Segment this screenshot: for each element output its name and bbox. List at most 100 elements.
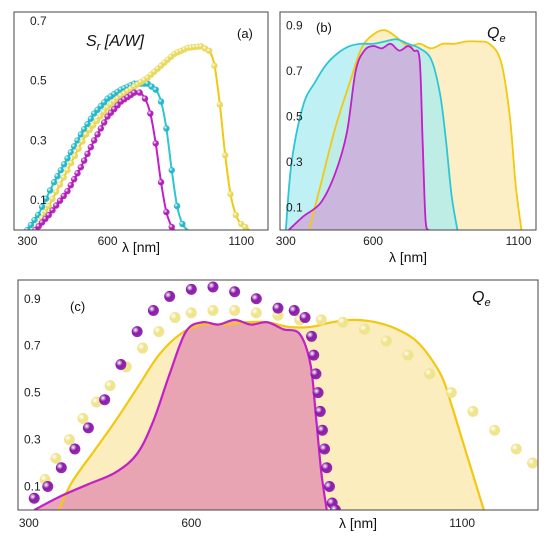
panel-a-yellow-marker: [232, 211, 240, 219]
panel-c-y-tick-label: 0.5: [24, 386, 41, 400]
panel-a-yellow-marker: [216, 101, 224, 108]
panel-c-sphere_yellow-marker: [510, 443, 522, 455]
panel-a-yellow-marker: [68, 159, 75, 167]
panel-b-y-tick-label: 0.9: [286, 19, 303, 33]
panel-a-magenta-marker: [136, 89, 143, 96]
panel-c-sphere_purple-marker: [312, 387, 324, 399]
panel-a-yellow-marker: [79, 138, 86, 145]
panel-a-yellow-marker: [242, 223, 249, 230]
panel-c-sphere_yellow-marker: [424, 368, 436, 380]
panel-a-cyan-marker: [60, 161, 68, 168]
panel-c-quantity-label: Qe: [472, 289, 491, 309]
panel-a-magenta-marker: [53, 202, 60, 209]
panel-c-frame: [17, 279, 539, 511]
panel-c-sphere_purple-marker: [299, 312, 311, 324]
panel-a-x-axis-title: λ [nm]: [122, 239, 160, 255]
panel-a-yellow-marker: [86, 126, 93, 134]
panel-a-ticks: 300 600 1100 0.1 0.3 0.5 0.7: [17, 14, 254, 248]
panel-c-sphere_purple-marker: [115, 358, 127, 370]
panel-c-sphere_purple-marker: [272, 302, 284, 314]
panel-a-magenta-marker: [168, 223, 175, 230]
panel-c-magenta-area: [34, 319, 327, 510]
panel-a-cyan-marker: [77, 131, 85, 138]
panel-a-cyan-marker: [67, 149, 75, 156]
panel-b-x-axis-title: λ [nm]: [389, 249, 427, 265]
panel-a-yellow-marker: [205, 47, 213, 55]
panel-b-cyan-line: [284, 38, 459, 230]
panel-c-sphere_purple-marker: [329, 504, 341, 510]
panel-b-magenta-area: [288, 43, 429, 230]
panel-c-sphere_yellow-marker: [77, 412, 89, 424]
panel-c-sphere_yellow-marker: [229, 305, 241, 317]
panel-a: 300 600 1100 0.1 0.3 0.5 0.7 Sr [A/W] (a) λ [n…: [13, 11, 269, 255]
panel-c-sphere_purple-marker: [147, 305, 159, 317]
panel-b: 300 600 1100 0.1 0.3 0.5 0.7 0.9 Qe (b) λ [nm]: [276, 11, 537, 265]
panel-a-yellow-marker: [75, 145, 82, 152]
panel-c-sphere_purple-marker: [229, 286, 241, 298]
panel-c-sphere_yellow-marker: [445, 387, 457, 399]
panel-b-y-tick-label: 0.1: [286, 200, 303, 214]
panel-c: 300 600 1100 0.1 0.3 0.5 0.7 0.9 Qe (c) λ [nm]: [17, 279, 539, 531]
panel-a-yellow-marker: [211, 62, 218, 69]
panel-b-quantity-label: Qe: [487, 25, 506, 45]
panel-a-magenta-marker: [84, 150, 91, 158]
panel-a-magenta-marker: [87, 143, 95, 151]
panel-c-magenta-line: [33, 318, 328, 510]
panel-c-sphere_purple-marker: [164, 290, 176, 302]
panel-a-magenta-marker: [163, 208, 170, 216]
panel-b-y-tick-label: 0.7: [286, 64, 303, 78]
panel-a-magenta-marker: [45, 211, 52, 219]
panel-c-sphere_purple-marker: [310, 368, 322, 380]
panel-c-sphere_purple-marker: [308, 349, 320, 361]
panel-a-magenta-marker: [67, 182, 75, 189]
panel-a-cyan-marker: [163, 125, 170, 132]
panel-a-cyan-marker: [27, 221, 35, 229]
panel-c-x-axis-title: λ [nm]: [339, 515, 377, 531]
panel-c-sphere_purple-marker: [55, 462, 67, 474]
panel-a-yellow-marker: [45, 202, 52, 210]
panel-a-x-tick-label: 1100: [228, 234, 254, 248]
panel-c-y-tick-label: 0.7: [24, 339, 41, 353]
panel-a-yellow-marker: [222, 152, 229, 159]
panel-a-magenta-marker: [70, 176, 78, 183]
panel-a-magenta-marker: [91, 137, 98, 144]
panel-a-magenta-marker: [94, 131, 101, 138]
panel-a-magenta-marker: [157, 179, 165, 186]
panel-a-cyan-marker: [80, 126, 88, 133]
panel-a-tag: (a): [237, 26, 253, 41]
panel-c-sphere_purple-marker: [185, 283, 197, 295]
panel-c-sphere_yellow-marker: [63, 434, 75, 446]
panel-c-sphere_yellow-marker: [185, 307, 197, 319]
panel-c-sphere_purple-marker: [314, 405, 326, 417]
panel-b-x-tick-label: 600: [363, 234, 383, 248]
panel-c-tag: (c): [70, 299, 85, 314]
panel-a-yellow-marker: [56, 181, 64, 188]
panel-a-magenta-marker: [77, 164, 85, 171]
panel-c-sphere_purple-marker: [316, 424, 328, 436]
panel-c-sphere_yellow-marker: [337, 316, 349, 328]
panel-c-sphere_yellow-marker: [104, 380, 116, 392]
panel-a-cyan-marker: [50, 179, 58, 186]
panel-a-cyan-marker: [31, 216, 38, 224]
panel-c-sphere_purple-marker: [306, 330, 318, 342]
panel-c-sphere_yellow-marker: [250, 307, 262, 319]
panel-a-cyan-marker: [42, 195, 50, 202]
panel-a-cyan-marker: [54, 173, 61, 180]
panel-a-yellow-marker: [49, 195, 56, 203]
panel-a-quantity-label: Sr [A/W]: [86, 33, 144, 53]
panel-a-cyan-marker: [38, 203, 46, 211]
panel-a-magenta-marker: [64, 187, 71, 195]
panel-c-y-tick-label: 0.9: [24, 292, 41, 306]
panel-c-sphere_purple-marker: [323, 481, 335, 493]
panel-a-cyan-marker: [24, 226, 31, 230]
panel-c-marks: [28, 281, 538, 510]
panel-c-sphere_yellow-marker: [169, 312, 181, 324]
panel-b-magenta-line: [288, 42, 430, 230]
panel-a-magenta-marker: [147, 110, 154, 117]
panel-a-yellow-marker: [100, 108, 108, 116]
panel-a-frame: [13, 11, 269, 231]
panel-a-magenta-marker: [74, 170, 81, 177]
panel-a-yellow-marker: [64, 167, 71, 174]
panel-c-sphere_yellow-marker: [137, 342, 149, 354]
